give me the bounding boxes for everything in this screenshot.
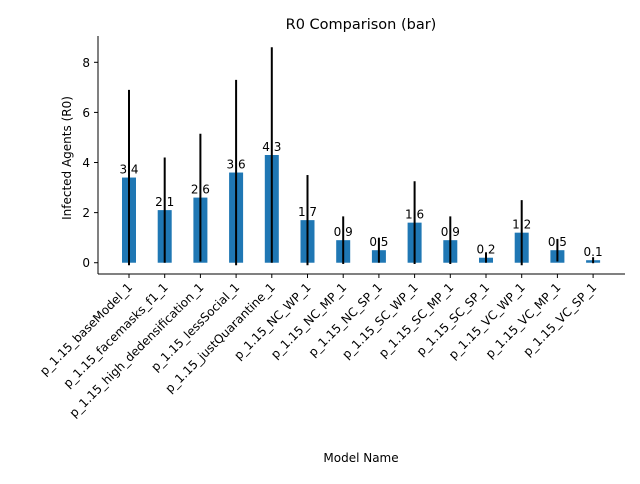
bar-value-label: 4.3	[262, 140, 281, 154]
y-tick-label: 0	[82, 256, 90, 270]
plot-area: 024683.4p_1.15_baseModel_12.1p_1.15_face…	[37, 36, 625, 420]
bar-value-label: 0.9	[334, 225, 353, 239]
x-tick-label: p_1.15_high_dedensification_1	[67, 280, 207, 420]
bar-value-label: 3.4	[119, 163, 138, 177]
bar-value-label: 1.2	[512, 218, 531, 232]
y-tick-label: 6	[82, 106, 90, 120]
bar-value-label: 2.1	[155, 195, 174, 209]
bar-value-label: 1.7	[298, 205, 317, 219]
bar-value-label: 0.5	[548, 235, 567, 249]
x-axis-label: Model Name	[323, 451, 398, 465]
bar-value-label: 0.5	[369, 235, 388, 249]
bar-value-label: 2.6	[191, 183, 210, 197]
chart-title: R0 Comparison (bar)	[286, 17, 437, 33]
y-tick-label: 8	[82, 56, 90, 70]
bar-value-label: 1.6	[405, 208, 424, 222]
y-axis-label: Infected Agents (R0)	[60, 96, 74, 220]
bar-value-label: 0.9	[441, 225, 460, 239]
bar-value-label: 3.6	[227, 158, 246, 172]
bar-value-label: 0.1	[584, 245, 603, 259]
y-tick-label: 4	[82, 156, 90, 170]
bar-value-label: 0.2	[476, 243, 495, 257]
y-tick-label: 2	[82, 206, 90, 220]
